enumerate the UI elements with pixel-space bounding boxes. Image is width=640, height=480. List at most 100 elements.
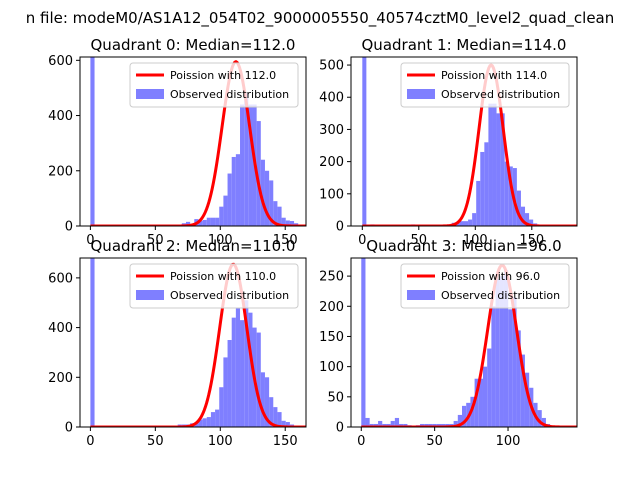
histogram-bar <box>198 419 203 427</box>
histogram-bar <box>516 330 521 427</box>
histogram-bar <box>264 377 270 427</box>
subplot-title: Quadrant 3: Median=96.0 <box>366 237 561 255</box>
histogram-bar <box>269 397 274 427</box>
histogram-bar <box>256 121 261 226</box>
histogram-bar <box>194 423 199 427</box>
y-tick-label: 600 <box>48 271 73 286</box>
subplot-quadrant-1: 0 50 100 150 0 100 200 300 400 500 Quadrant 1: Med… <box>319 36 578 248</box>
histogram-bar <box>227 173 232 226</box>
y-tick-label: 100 <box>319 187 344 202</box>
histogram-bar <box>240 320 245 427</box>
histogram-bar <box>281 217 286 226</box>
legend-line-label: Poission with 114.0 <box>441 69 547 82</box>
histogram-bar <box>223 357 228 427</box>
histogram-bar <box>244 300 249 427</box>
histogram-bar <box>273 201 278 226</box>
x-tick-label: 100 <box>463 233 488 248</box>
histogram-bar <box>504 161 509 226</box>
y-tick-label: 200 <box>319 300 344 315</box>
histogram-bar <box>478 378 483 427</box>
histogram-bar <box>508 166 513 226</box>
histogram-bar <box>231 317 236 427</box>
histogram-bar <box>424 423 429 427</box>
legend-bar-label: Observed distribution <box>170 88 289 101</box>
y-tick-label: 300 <box>319 123 344 138</box>
histogram-bar <box>512 297 517 427</box>
histogram-bar <box>394 417 400 427</box>
legend: Poission with 114.0 Observed distribution <box>400 62 570 108</box>
histogram-bar <box>499 276 504 427</box>
x-tick-label: 50 <box>147 233 164 248</box>
histogram-bar <box>202 219 207 226</box>
histogram-bar <box>215 217 220 226</box>
histogram-bar <box>386 423 391 427</box>
y-tick-label: 400 <box>48 321 73 336</box>
histogram-bar <box>541 417 546 427</box>
histogram-bar <box>503 270 509 427</box>
subplot-title: Quadrant 0: Median=112.0 <box>91 36 296 54</box>
histogram-bar <box>273 407 278 427</box>
histogram-bar <box>285 220 290 226</box>
histogram-bar <box>373 423 379 427</box>
histogram-bar <box>285 422 290 427</box>
y-tick-label: 0 <box>65 421 73 436</box>
subplot-title: Quadrant 2: Median=110.0 <box>91 237 296 255</box>
histogram-bar <box>256 332 261 427</box>
y-tick-label: 200 <box>319 155 344 170</box>
histogram-bar <box>206 217 211 226</box>
histogram-bar <box>487 348 492 427</box>
histogram-bar <box>464 221 469 226</box>
histogram-bar <box>462 405 467 427</box>
histogram-bar <box>235 307 241 427</box>
histogram-bar <box>420 423 425 427</box>
histogram-bar <box>537 410 542 427</box>
legend-bar-swatch <box>407 89 435 99</box>
histogram-bar <box>492 103 497 226</box>
x-tick-label: 150 <box>273 233 298 248</box>
legend-bar-label: Observed distribution <box>441 289 560 302</box>
histogram-bar <box>428 423 433 427</box>
subplot-title: Quadrant 1: Median=114.0 <box>362 36 567 54</box>
subplot-quadrant-2: 0 50 100 150 0 200 400 600 Quadrant 2: Median=11… <box>48 237 307 449</box>
histogram-bar <box>231 156 236 226</box>
histogram-bar <box>202 418 207 427</box>
legend-line-label: Poission with 112.0 <box>170 69 276 82</box>
histogram-bar <box>281 420 286 427</box>
histogram-bar <box>403 423 408 427</box>
poisson-curve <box>361 263 577 427</box>
histogram-bar <box>269 180 274 226</box>
histogram-bar <box>432 423 437 427</box>
histogram-bar <box>185 221 191 226</box>
axes-frame <box>350 257 578 428</box>
y-tick-label: 150 <box>319 330 344 345</box>
poisson-curve <box>90 262 306 427</box>
histogram-bar <box>361 258 366 427</box>
x-tick-label: 50 <box>147 434 164 449</box>
y-tick-label: 600 <box>48 54 73 69</box>
histogram-bar <box>289 221 295 226</box>
histogram-bar <box>362 57 367 226</box>
poisson-curve <box>90 60 306 226</box>
legend: Poission with 110.0 Observed distribution <box>129 263 299 309</box>
y-tick-label: 100 <box>319 360 344 375</box>
histogram-bar <box>468 219 473 226</box>
histogram-bars <box>362 57 538 226</box>
histogram-bar <box>264 170 270 226</box>
histogram-bar <box>227 340 232 427</box>
legend-bar-label: Observed distribution <box>441 88 560 101</box>
histogram-bar <box>277 412 282 427</box>
histogram-bar <box>240 104 245 226</box>
legend-box <box>400 62 570 108</box>
histogram-bar <box>90 57 95 226</box>
histogram-bar <box>369 423 374 427</box>
histogram-bar <box>474 378 479 427</box>
y-tick-label: 400 <box>319 91 344 106</box>
histogram-bar <box>457 414 463 427</box>
histogram-bar <box>215 409 220 427</box>
histogram-bar <box>223 195 228 226</box>
y-tick-label: 0 <box>336 220 344 235</box>
histogram-bar <box>529 219 534 226</box>
legend-box <box>400 263 570 309</box>
histogram-bar <box>365 417 370 427</box>
